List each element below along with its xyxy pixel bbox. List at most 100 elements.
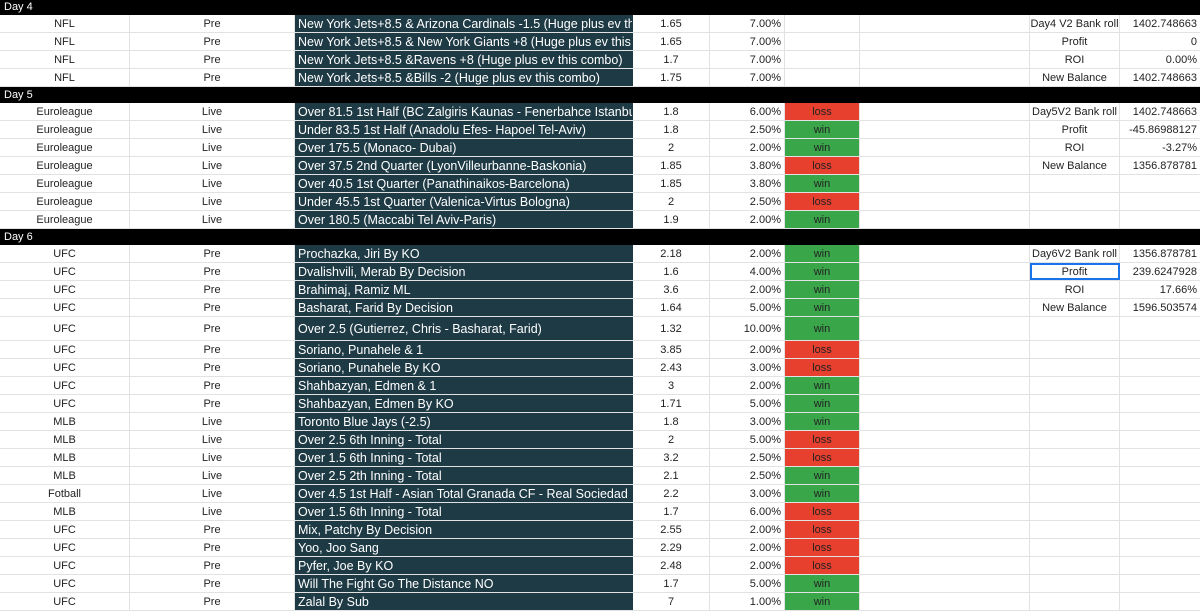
bet: Shahbazyan, Edmen & 1 xyxy=(295,377,633,394)
bet-row: NFL Pre New York Jets+8.5 &Bills -2 (Huge … xyxy=(0,69,1200,87)
empty-cell xyxy=(1030,467,1120,484)
result-empty xyxy=(785,51,860,68)
result: win xyxy=(785,139,860,156)
stake: 2.00% xyxy=(710,281,785,298)
bet: Over 2.5 2th Inning - Total xyxy=(295,467,633,484)
odds: 1.8 xyxy=(633,121,710,138)
timing: Pre xyxy=(130,575,295,592)
bet-row: MLB Live Toronto Blue Jays (-2.5) 1.8 3.00% w… xyxy=(0,413,1200,431)
sport: UFC xyxy=(0,377,130,394)
empty-cell xyxy=(1030,175,1120,192)
sport: MLB xyxy=(0,467,130,484)
timing: Live xyxy=(130,431,295,448)
result: win xyxy=(785,317,860,340)
empty-cell xyxy=(1030,317,1120,340)
empty-cell xyxy=(860,413,1030,430)
empty-cell xyxy=(860,431,1030,448)
sport: Euroleague xyxy=(0,139,130,156)
summary-label: New Balance xyxy=(1030,69,1120,86)
stake: 10.00% xyxy=(710,317,785,340)
bet: Under 83.5 1st Half (Anadolu Efes- Hapoe… xyxy=(295,121,633,138)
summary-value: 1356.878781 xyxy=(1132,247,1197,260)
stake: 2.00% xyxy=(710,245,785,262)
stake: 1.00% xyxy=(710,593,785,610)
empty-cell xyxy=(860,175,1030,192)
bet-row: Euroleague Live Over 37.5 2nd Quarter (Lyo… xyxy=(0,157,1200,175)
bet: Mix, Patchy By Decision xyxy=(295,521,633,538)
odds: 3.6 xyxy=(633,281,710,298)
bet-row: UFC Pre Mix, Patchy By Decision 2.55 2.00% lo… xyxy=(0,521,1200,539)
result: win xyxy=(785,467,860,484)
empty-cell xyxy=(1030,485,1120,502)
sport: UFC xyxy=(0,263,130,280)
timing: Pre xyxy=(130,33,295,50)
odds: 3.2 xyxy=(633,449,710,466)
result: win xyxy=(785,245,860,262)
timing: Pre xyxy=(130,15,295,32)
stake: 2.00% xyxy=(710,521,785,538)
sport: UFC xyxy=(0,575,130,592)
bet: Over 4.5 1st Half - Asian Total Granada … xyxy=(295,485,633,502)
bet-row: UFC Pre Yoo, Joo Sang 2.29 2.00% loss xyxy=(0,539,1200,557)
empty-cell xyxy=(860,69,1030,86)
day-header: Day 6 xyxy=(0,229,1200,245)
timing: Pre xyxy=(130,263,295,280)
odds: 2.18 xyxy=(633,245,710,262)
bet-row: UFC Pre Will The Fight Go The Distance NO 1… xyxy=(0,575,1200,593)
empty-cell xyxy=(1120,575,1200,592)
timing: Pre xyxy=(130,245,295,262)
bet-row: NFL Pre New York Jets+8.5 &Ravens +8 (Huge… xyxy=(0,51,1200,69)
day-header: Day 4 xyxy=(0,0,1200,15)
empty-cell xyxy=(860,503,1030,520)
timing: Live xyxy=(130,503,295,520)
odds: 1.65 xyxy=(633,33,710,50)
empty-cell xyxy=(1120,175,1200,192)
empty-cell xyxy=(860,395,1030,412)
bet: New York Jets+8.5 & New York Giants +8 (… xyxy=(295,33,633,50)
timing: Pre xyxy=(130,377,295,394)
bet: Soriano, Punahele By KO xyxy=(295,359,633,376)
summary-label: Day5V2 Bank roll xyxy=(1030,103,1120,120)
odds: 1.71 xyxy=(633,395,710,412)
stake: 5.00% xyxy=(710,299,785,316)
summary-label: ROI xyxy=(1030,139,1120,156)
timing: Pre xyxy=(130,395,295,412)
empty-cell xyxy=(860,377,1030,394)
sport: UFC xyxy=(0,245,130,262)
summary-value: 1356.878781 xyxy=(1132,159,1197,172)
sport: Euroleague xyxy=(0,121,130,138)
odds: 1.85 xyxy=(633,175,710,192)
stake: 2.50% xyxy=(710,449,785,466)
bet-row: Euroleague Live Under 83.5 1st Half (Anado… xyxy=(0,121,1200,139)
result: win xyxy=(785,281,860,298)
sport: UFC xyxy=(0,593,130,610)
bet: Soriano, Punahele & 1 xyxy=(295,341,633,358)
result: win xyxy=(785,413,860,430)
bet: Brahimaj, Ramiz ML xyxy=(295,281,633,298)
result: win xyxy=(785,593,860,610)
bet-row: Euroleague Live Under 45.5 1st Quarter (Va… xyxy=(0,193,1200,211)
result: loss xyxy=(785,521,860,538)
bet-row: UFC Pre Shahbazyan, Edmen By KO 1.71 5.00% wi… xyxy=(0,395,1200,413)
empty-cell xyxy=(1120,557,1200,574)
empty-cell xyxy=(860,575,1030,592)
timing: Pre xyxy=(130,341,295,358)
bet: Over 175.5 (Monaco- Dubai) xyxy=(295,139,633,156)
empty-cell xyxy=(860,51,1030,68)
bet: Over 2.5 (Gutierrez, Chris - Basharat, F… xyxy=(295,317,633,340)
timing: Live xyxy=(130,139,295,156)
stake: 7.00% xyxy=(710,15,785,32)
empty-cell xyxy=(1030,211,1120,228)
bet: Over 81.5 1st Half (BC Zalgiris Kaunas -… xyxy=(295,103,633,120)
bet-row: MLB Live Over 1.5 6th Inning - Total 3.2 2.5… xyxy=(0,449,1200,467)
odds: 2 xyxy=(633,193,710,210)
sport: MLB xyxy=(0,413,130,430)
odds: 2.43 xyxy=(633,359,710,376)
bet: Pyfer, Joe By KO xyxy=(295,557,633,574)
empty-cell xyxy=(860,521,1030,538)
timing: Live xyxy=(130,449,295,466)
stake: 2.00% xyxy=(710,341,785,358)
summary-label[interactable]: Profit xyxy=(1030,263,1120,280)
result: win xyxy=(785,175,860,192)
